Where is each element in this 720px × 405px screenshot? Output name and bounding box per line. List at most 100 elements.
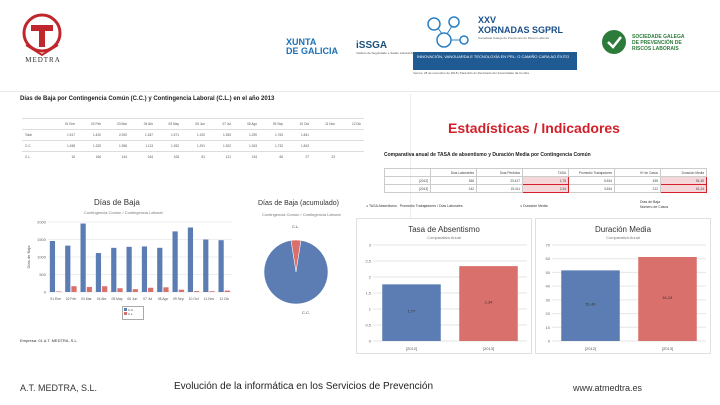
y-axis-label: Días de Baja	[26, 245, 31, 269]
table-header-cell: 04 Abr	[130, 118, 156, 130]
x-tick-label: [2013]	[483, 346, 494, 351]
table-cell: 16	[52, 151, 78, 163]
x-tick-label: 08 Ago	[158, 297, 169, 301]
y-tick-label: 0	[369, 339, 372, 344]
xxv-footer-text: Venres, 28 de novembro de 2018 | Paranin…	[413, 71, 529, 75]
acum-chart-title: Días de Baja (acumulado)	[258, 200, 339, 207]
bar-C.L.	[102, 286, 108, 292]
x-tick-label: 10 Oct	[189, 297, 199, 301]
table-cell: 81	[182, 151, 208, 163]
table-cell: 1.325	[78, 140, 104, 152]
bar-C.C.	[95, 253, 102, 292]
table-cell	[338, 140, 364, 152]
legend-row-label: Promedio Trabajadores / Días Laborales	[399, 204, 463, 208]
bar-C.L.	[117, 288, 123, 292]
bar-C.L.	[132, 289, 138, 292]
y-tick-label: 3	[369, 243, 372, 248]
bar-C.L.	[194, 291, 200, 292]
xxv-banner: INNOVACIÓN, VANGUARDA E TECNOLOXÍA EN PR…	[413, 52, 577, 70]
x-tick-label: [2012]	[406, 346, 417, 351]
xxv-subtitle: XORNADAS SGPRL	[478, 25, 564, 35]
x-tick-label: [2012]	[585, 346, 596, 351]
table-cell: 1.763	[260, 129, 286, 141]
x-tick-label: 12 Dic	[220, 297, 230, 301]
bar-C.C.	[157, 247, 163, 292]
dias-chart-title: Días de Baja	[94, 198, 140, 207]
bar-C.L.	[148, 287, 154, 292]
table-header-cell: Promedio Trabajadores	[568, 168, 615, 177]
acum-chart-subtitle: Contingencia Común / Contingencia Labora…	[262, 212, 341, 217]
xxv-network-icon	[427, 16, 469, 48]
bar-C.L.	[71, 286, 77, 292]
sgpr-text: SOCIEDADE GALEGA DE PREVENCIÓN DE RISCOS…	[632, 34, 685, 52]
table-cell: 66	[260, 151, 286, 163]
y-tick-label: 20	[546, 311, 551, 316]
xxv-title: XXV	[478, 15, 497, 25]
left-panel-title: Días de Baja por Contingencia Común (C.C…	[20, 96, 275, 102]
y-tick-label: 2,5	[365, 259, 371, 264]
xxv-mini-text: Sociedade Galega de Prevención de Riscos…	[478, 36, 550, 40]
table-cell: 212	[614, 184, 661, 193]
medtra-logo-caption: MEDTRA	[25, 56, 61, 64]
duracion-chart-subtitle: Comparativa Anual	[606, 235, 640, 240]
bar-C.C.	[80, 223, 86, 292]
sgpr-logo	[602, 30, 626, 54]
table-cell: 1.263	[234, 140, 260, 152]
table-cell: 1.458	[52, 140, 78, 152]
sgpr-line2: DE PREVENCIÓN DE	[632, 40, 682, 46]
table-cell: 1.302	[208, 140, 234, 152]
table-row: C.C. 1.458 1.325 1.956 1.113 1.262 1.291 1.302 1…	[22, 140, 364, 152]
table-cell: C.C.	[22, 140, 52, 152]
y-tick-label: 2	[369, 275, 372, 280]
bar-[2012]	[382, 284, 441, 341]
x-tick-label: 06 Jun	[127, 297, 137, 301]
table-cell	[338, 151, 364, 163]
bar-C.L.	[178, 289, 184, 292]
comparativa-title: Comparativa anual de TASA de absentismo …	[384, 152, 591, 158]
header-divider	[0, 91, 720, 92]
table-header-cell: 03 Mar	[104, 118, 130, 130]
sgpr-line1: SOCIEDADE GALEGA	[632, 34, 685, 40]
duracion-chart-title: Duración Media	[594, 225, 652, 234]
legend-duracion-label: Duración Media	[523, 204, 548, 208]
footer-website[interactable]: www.atmedtra.es	[573, 383, 643, 393]
table-header-cell: Duración Media	[660, 168, 707, 177]
y-tick-label: 2000	[37, 220, 47, 225]
table-cell: 121	[208, 151, 234, 163]
table-cell: [2012]	[384, 176, 431, 185]
table-row: C.L. 16 166 144 164 108 81 121 134 66 27 23	[22, 151, 364, 163]
table-header-cell: 01 Ene	[52, 118, 78, 130]
x-tick-label: 04 Abr	[97, 297, 108, 301]
table-cell: 51,49	[660, 176, 707, 185]
table-header-cell: 02 Feb	[78, 118, 104, 130]
y-tick-label: 0	[44, 290, 47, 295]
dias-bar-chart: 0 500 1000 1500 2000 Días de Baja 01 Ene 02 Feb…	[26, 220, 232, 301]
table-cell: 134	[234, 151, 260, 163]
legend-casos-label: Número de Casos	[640, 205, 669, 209]
bar-C.C.	[111, 247, 117, 292]
bar-[2013]	[459, 266, 518, 341]
estadisticas-title: Estadísticas / Indicadores	[448, 120, 620, 136]
table-header-cell: 06 Jun	[182, 118, 208, 130]
bar-C.C.	[187, 227, 194, 292]
bar-C.C.	[141, 246, 148, 292]
y-tick-label: 50	[546, 270, 551, 275]
table-cell: 23	[312, 151, 338, 163]
legend-tasa-label: TASA Absentismo	[369, 204, 397, 208]
pie-slice-C.C.	[263, 240, 329, 305]
y-tick-label: 1	[369, 307, 372, 312]
table-cell: 1.956	[104, 140, 130, 152]
table-cell	[338, 129, 364, 141]
table-cell: 1.262	[156, 140, 182, 152]
issga-subtitle: Instituto de Seguridade e Saúde Laboral …	[356, 51, 424, 55]
table-cell: 1.290	[234, 129, 260, 141]
bar-C.C.	[218, 240, 224, 292]
table-header-cell: 08 Ago	[234, 118, 260, 130]
bar-[2013]	[638, 257, 697, 341]
y-tick-label: 500	[39, 272, 46, 277]
table-row: Total 1.517 1.420 2.092 1.187 1.571 1.192 1.353…	[22, 129, 364, 141]
dias-chart-subtitle: Contingencia Común / Contingencia Labora…	[84, 210, 163, 215]
y-tick-label: 0	[548, 339, 551, 344]
table-header-cell: Días Laborables	[430, 168, 477, 177]
data-label: 2,34	[485, 300, 494, 305]
